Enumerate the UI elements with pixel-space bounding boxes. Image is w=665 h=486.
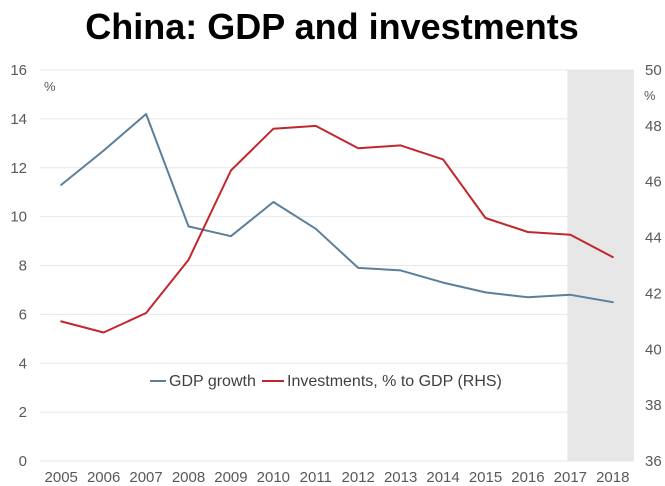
series-line-gdp-growth <box>60 113 614 304</box>
x-tick-label: 2009 <box>214 469 247 486</box>
x-axis: 2005 2006 2007 2008 2009 2010 2011 2012 2013 2014… <box>45 469 630 486</box>
x-tick-label: 2011 <box>300 469 332 486</box>
y-right-tick-label: 46 <box>645 174 662 191</box>
y-right-axis: 36 38 40 42 44 46 48 50 <box>645 62 662 470</box>
y-right-tick-label: 38 <box>645 397 662 414</box>
y-left-tick-label: 6 <box>19 306 27 323</box>
x-tick-label: 2005 <box>45 469 78 486</box>
chart-title: China: GDP and investments <box>85 6 578 47</box>
x-tick-label: 2014 <box>426 469 459 486</box>
y-left-tick-label: 12 <box>10 160 27 177</box>
y-left-tick-label: 0 <box>19 453 27 470</box>
legend-label-investments: Investments, % to GDP (RHS) <box>287 373 502 390</box>
x-tick-label: 2008 <box>172 469 205 486</box>
x-tick-label: 2010 <box>257 469 290 486</box>
y-right-tick-label: 48 <box>645 118 662 135</box>
y-left-tick-label: 16 <box>10 62 27 79</box>
x-tick-label: 2013 <box>384 469 417 486</box>
x-tick-label: 2007 <box>129 469 162 486</box>
x-tick-label: 2015 <box>469 469 502 486</box>
y-right-tick-label: 44 <box>645 230 662 247</box>
y-right-axis-label: % <box>644 88 656 103</box>
y-right-tick-label: 40 <box>645 341 662 358</box>
x-tick-label: 2017 <box>554 469 587 486</box>
y-right-tick-label: 42 <box>645 285 662 302</box>
y-left-tick-label: 8 <box>19 258 27 275</box>
x-tick-label: 2018 <box>596 469 629 486</box>
y-right-tick-label: 36 <box>645 453 662 470</box>
y-left-tick-label: 4 <box>19 355 27 372</box>
y-left-tick-label: 14 <box>10 111 27 128</box>
y-right-tick-label: 50 <box>645 62 662 79</box>
legend: GDP growth Investments, % to GDP (RHS) <box>150 373 502 390</box>
series-line-investments-to-gdp-rhs <box>60 124 614 334</box>
y-left-axis-label: % <box>44 79 56 94</box>
y-left-axis: 0 2 4 6 8 10 12 14 16 <box>10 62 27 470</box>
x-tick-label: 2006 <box>87 469 120 486</box>
series-lines <box>60 113 614 334</box>
y-left-tick-label: 2 <box>19 404 27 421</box>
x-tick-label: 2012 <box>342 469 375 486</box>
legend-label-gdp-growth: GDP growth <box>169 373 256 390</box>
y-left-tick-label: 10 <box>10 209 27 226</box>
x-tick-label: 2016 <box>511 469 544 486</box>
